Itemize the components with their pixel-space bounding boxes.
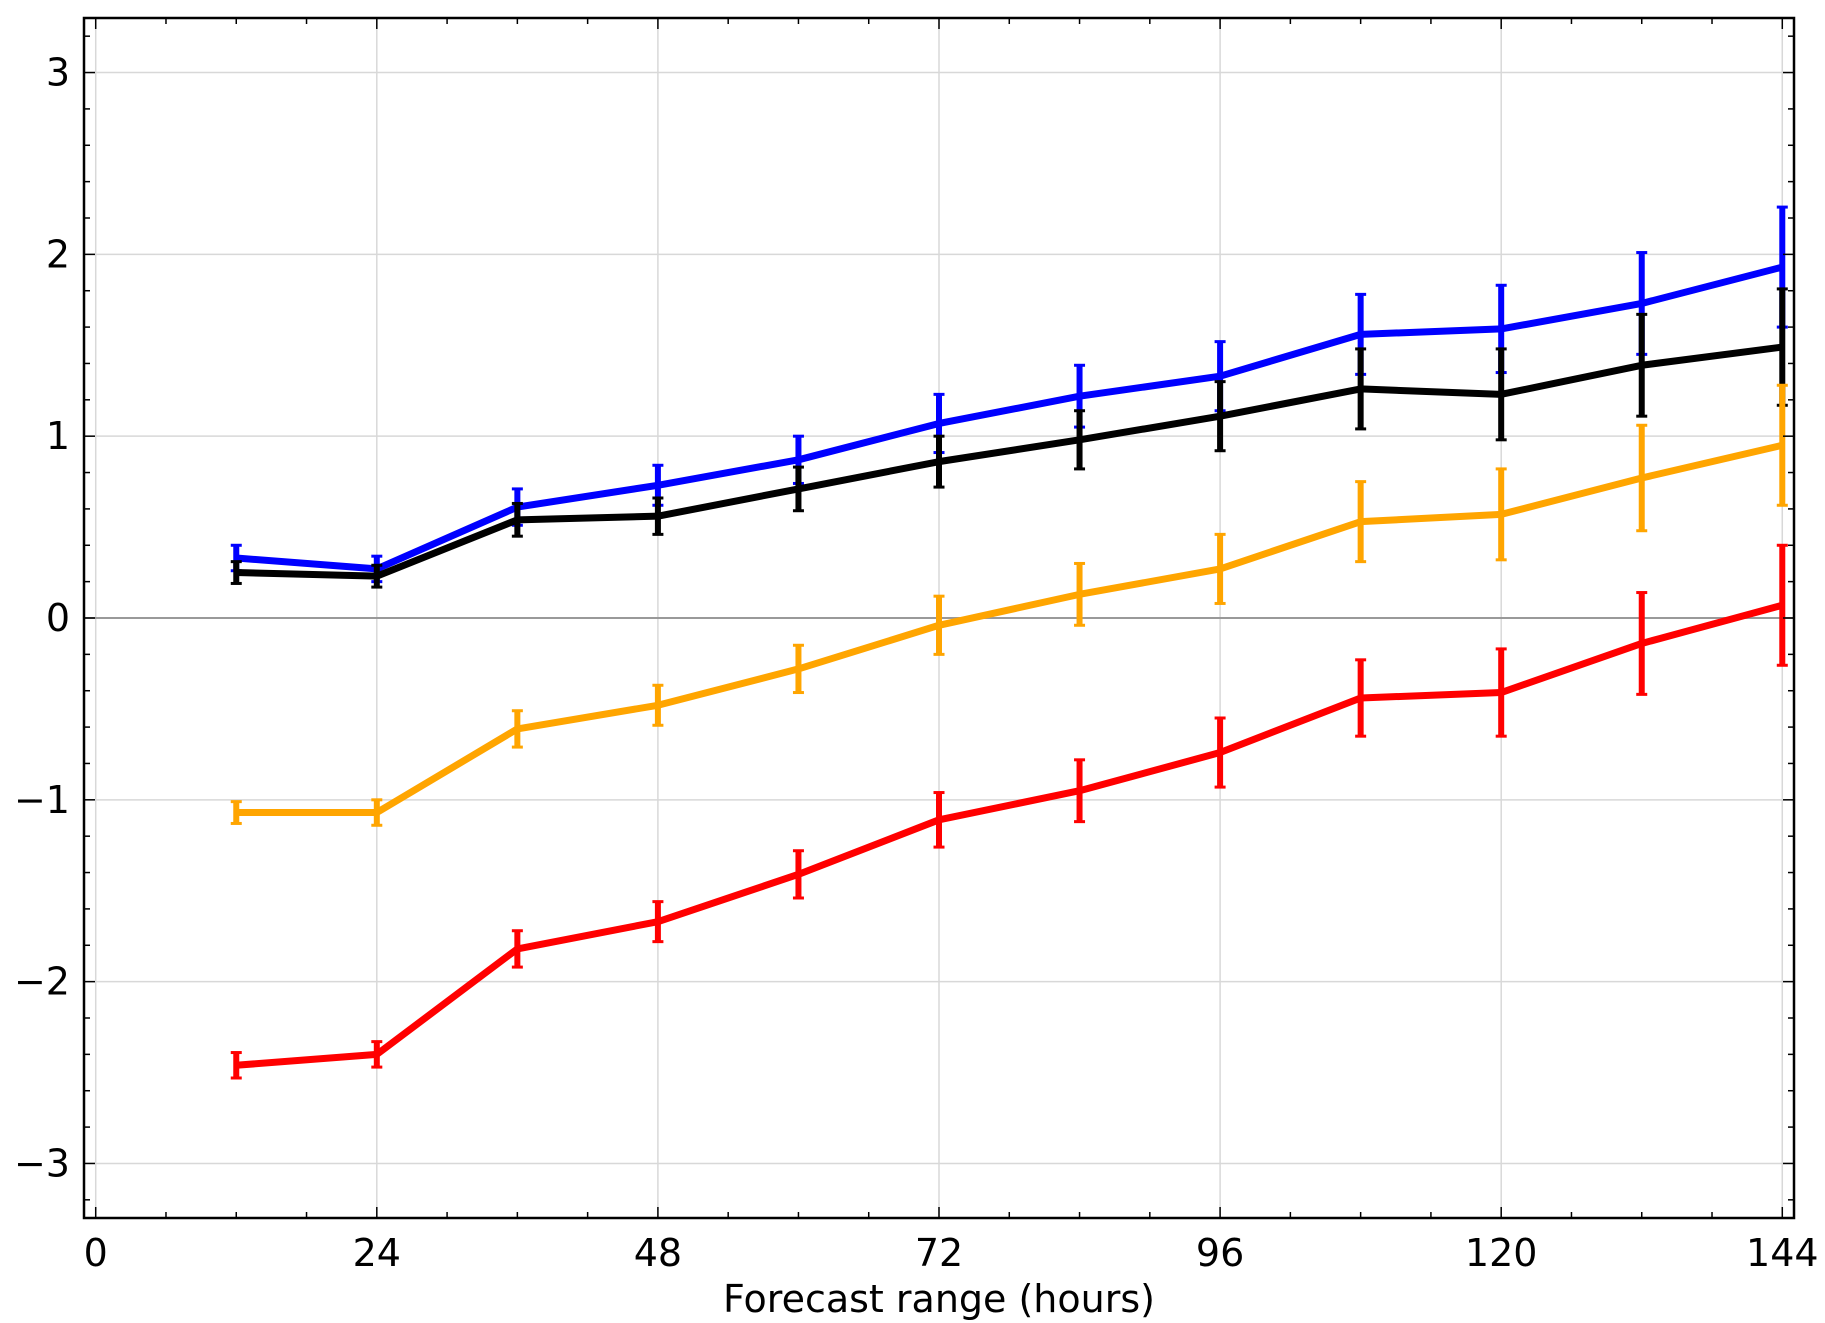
x-tick-label-24: 24: [353, 1231, 401, 1275]
ticks: [84, 18, 1794, 1218]
x-tick-label-0: 0: [84, 1231, 108, 1275]
y-tick-label-5: −2: [14, 960, 70, 1004]
x-axis-label: Forecast range (hours): [723, 1277, 1155, 1321]
series-line-2: [236, 441, 1784, 817]
series-group: [230, 205, 1788, 1080]
series-3: [230, 543, 1788, 1080]
series-1: [230, 287, 1788, 589]
series-2: [230, 383, 1788, 827]
y-tick-label-3: 0: [46, 596, 70, 640]
y-tick-label-6: −3: [14, 1141, 70, 1185]
y-tick-label-4: −1: [14, 778, 70, 822]
x-tick-label-48: 48: [634, 1231, 682, 1275]
series-line-0: [235, 263, 1784, 573]
series-line-1: [236, 343, 1783, 580]
series-line-3: [235, 601, 1784, 1069]
y-tick-label-0: 3: [46, 51, 70, 95]
y-tick-label-1: 2: [46, 232, 70, 276]
x-tick-label-96: 96: [1196, 1231, 1244, 1275]
y-tick-label-2: 1: [46, 414, 70, 458]
x-tick-label-144: 144: [1746, 1231, 1819, 1275]
x-tick-label-120: 120: [1465, 1231, 1538, 1275]
x-tick-label-72: 72: [915, 1231, 963, 1275]
tick-labels: 0 24 48 72 96 120 144 3 2 1 0 −1 −2 −3: [14, 51, 1819, 1275]
